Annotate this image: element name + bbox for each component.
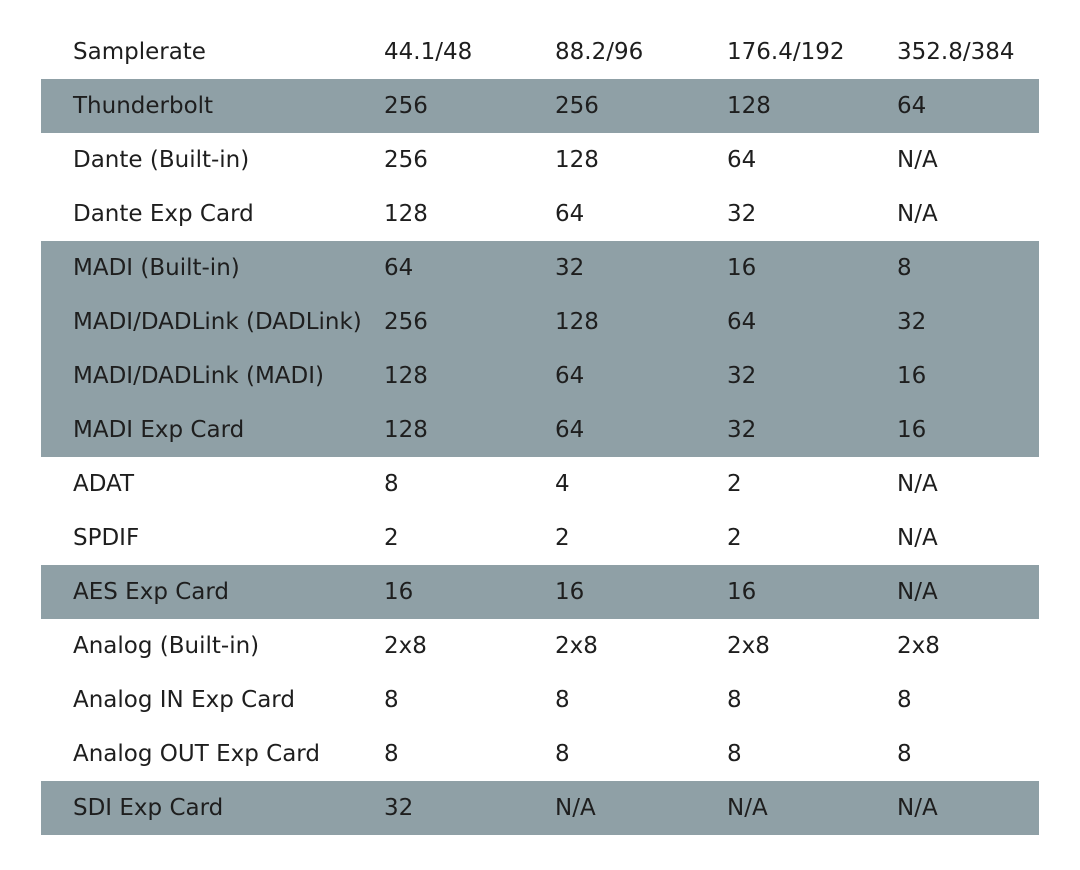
channel-count-cell: 2x8 [897,633,940,659]
header-352-384: 352.8/384 [897,39,1015,65]
channel-count-cell: 64 [555,417,585,443]
table-row: Dante (Built-in) 256 128 64 N/A [41,133,1039,187]
channel-count-cell: 32 [727,417,757,443]
channel-count-cell: N/A [897,201,938,227]
table-row: Analog (Built-in) 2x8 2x8 2x8 2x8 [41,619,1039,673]
table-row: MADI Exp Card 128 64 32 16 [41,403,1039,457]
table-row: Analog IN Exp Card 8 8 8 8 [41,673,1039,727]
channel-count-cell: 256 [384,147,428,173]
channel-count-cell: 2 [555,525,570,551]
channel-count-cell: 64 [727,147,757,173]
interface-name-cell: Dante (Built-in) [73,147,250,173]
channel-count-cell: 64 [897,93,927,119]
channel-count-cell: 8 [727,741,742,767]
table-row: MADI/DADLink (MADI) 128 64 32 16 [41,349,1039,403]
channel-count-cell: 128 [555,309,599,335]
table-row: Analog OUT Exp Card 8 8 8 8 [41,727,1039,781]
channel-count-cell: 128 [555,147,599,173]
channel-count-cell: N/A [897,471,938,497]
interface-name-cell: MADI (Built-in) [73,255,240,281]
channel-count-cell: N/A [897,525,938,551]
channel-count-cell: 8 [727,687,742,713]
channel-count-cell: 8 [897,255,912,281]
header-samplerate: Samplerate [73,39,206,65]
interface-name-cell: MADI/DADLink (DADLink) [73,309,362,335]
channel-count-cell: 8 [897,741,912,767]
channel-count-cell: 64 [727,309,757,335]
channel-count-cell: 32 [727,363,757,389]
channel-count-cell: N/A [897,147,938,173]
header-176-192: 176.4/192 [727,39,845,65]
interface-name-cell: Thunderbolt [73,93,214,119]
channel-count-cell: 2x8 [384,633,427,659]
table-row: MADI (Built-in) 64 32 16 8 [41,241,1039,295]
channel-count-cell: 32 [727,201,757,227]
table-row: SPDIF 2 2 2 N/A [41,511,1039,565]
channel-count-cell: 256 [555,93,599,119]
interface-name-cell: AES Exp Card [73,579,230,605]
channel-count-table: Samplerate 44.1/48 88.2/96 176.4/192 352… [41,25,1039,835]
table-row: AES Exp Card 16 16 16 N/A [41,565,1039,619]
channel-count-cell: 64 [384,255,414,281]
table-row: Dante Exp Card 128 64 32 N/A [41,187,1039,241]
interface-name-cell: Analog (Built-in) [73,633,260,659]
channel-count-cell: 8 [384,687,399,713]
channel-count-cell: N/A [555,795,596,821]
table-body: Thunderbolt 256 256 128 64 Dante (Built-in) 25… [41,79,1039,835]
channel-count-cell: 2 [384,525,399,551]
table-row: SDI Exp Card 32 N/A N/A N/A [41,781,1039,835]
interface-name-cell: MADI Exp Card [73,417,245,443]
channel-count-cell: 2 [727,525,742,551]
header-88-96: 88.2/96 [555,39,644,65]
channel-count-cell: 2x8 [555,633,598,659]
table-row: MADI/DADLink (DADLink) 256 128 64 32 [41,295,1039,349]
channel-count-cell: 4 [555,471,570,497]
channel-count-cell: 128 [727,93,771,119]
header-44-48: 44.1/48 [384,39,473,65]
channel-count-cell: 32 [897,309,927,335]
channel-count-cell: 128 [384,201,428,227]
interface-name-cell: MADI/DADLink (MADI) [73,363,325,389]
channel-count-cell: 8 [384,741,399,767]
channel-count-cell: N/A [897,795,938,821]
table-header-row: Samplerate 44.1/48 88.2/96 176.4/192 352… [41,25,1039,79]
channel-count-cell: 32 [555,255,585,281]
channel-count-cell: 256 [384,93,428,119]
channel-count-cell: 2x8 [727,633,770,659]
channel-count-cell: 2 [727,471,742,497]
channel-count-cell: 128 [384,417,428,443]
interface-name-cell: Analog IN Exp Card [73,687,295,713]
channel-count-cell: N/A [727,795,768,821]
interface-name-cell: Dante Exp Card [73,201,254,227]
table-row: Thunderbolt 256 256 128 64 [41,79,1039,133]
channel-count-cell: 64 [555,201,585,227]
channel-count-cell: 8 [555,687,570,713]
interface-name-cell: SDI Exp Card [73,795,224,821]
channel-count-cell: 16 [727,255,757,281]
channel-count-cell: 8 [897,687,912,713]
interface-name-cell: ADAT [73,471,135,497]
channel-count-cell: 128 [384,363,428,389]
table-row: ADAT 8 4 2 N/A [41,457,1039,511]
channel-count-cell: 16 [555,579,585,605]
channel-count-cell: N/A [897,579,938,605]
channel-count-cell: 8 [555,741,570,767]
channel-count-cell: 16 [384,579,414,605]
channel-count-cell: 16 [897,417,927,443]
channel-count-cell: 8 [384,471,399,497]
channel-count-cell: 16 [897,363,927,389]
channel-count-cell: 16 [727,579,757,605]
channel-count-cell: 256 [384,309,428,335]
interface-name-cell: SPDIF [73,525,140,551]
interface-name-cell: Analog OUT Exp Card [73,741,320,767]
channel-count-cell: 64 [555,363,585,389]
channel-count-cell: 32 [384,795,414,821]
